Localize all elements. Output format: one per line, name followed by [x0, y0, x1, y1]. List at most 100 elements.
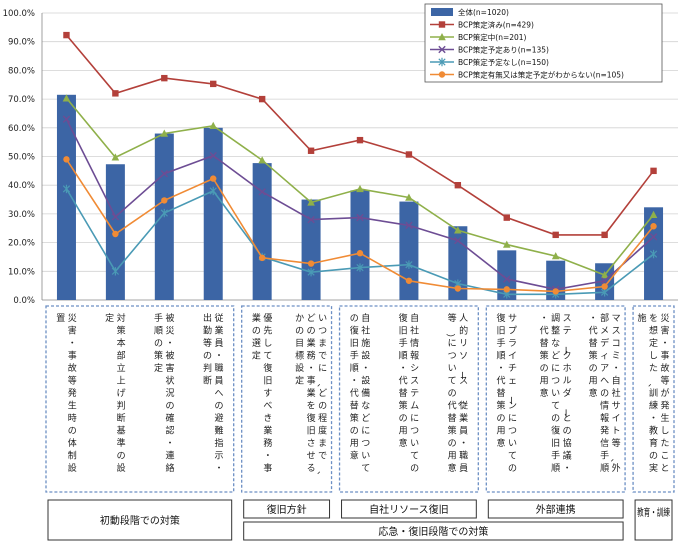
data-point [258, 254, 266, 262]
category-label: 従業員・職員への避難指示・出勤等の判断 [203, 312, 224, 474]
data-point [649, 210, 658, 218]
y-tick-label: 80.0% [8, 66, 35, 76]
data-point [210, 80, 217, 88]
data-point [405, 221, 413, 230]
group-label: 自社リソース復旧 [369, 503, 449, 516]
category-label: 災害・事故等発生時の体制設置 [56, 313, 77, 474]
data-point [601, 231, 608, 239]
data-point [649, 233, 658, 241]
data-point [209, 151, 217, 160]
data-point [649, 249, 658, 259]
y-tick-label: 0.0% [13, 296, 35, 306]
data-point [160, 208, 168, 218]
bar [399, 201, 419, 300]
legend-swatch [431, 8, 453, 16]
group-box [47, 499, 233, 541]
group-box [487, 499, 624, 519]
category-label: 自社情報システムについての復旧手順・代替策の用意 [399, 312, 420, 474]
y-tick-label: 70.0% [8, 95, 35, 105]
data-point [63, 31, 70, 39]
data-point [111, 153, 120, 161]
data-point [209, 186, 217, 196]
legend-label: 全体(n=1020) [458, 7, 509, 17]
category-group-box [241, 305, 333, 493]
data-point [438, 45, 446, 54]
data-point [258, 156, 266, 164]
category-label: いつまでに、どの程度まで、どの業務・事業を復旧させるかの目標設定 [295, 313, 327, 480]
data-point [454, 182, 462, 189]
data-point [454, 226, 462, 234]
y-tick-label: 40.0% [8, 181, 35, 191]
data-point [552, 288, 559, 295]
legend-label: BCP策定予定なし(n=150) [458, 57, 549, 67]
group-label: 教育・訓練 [637, 506, 670, 519]
data-point [454, 285, 462, 292]
y-tick-label: 90.0% [8, 38, 35, 48]
group-label: 外部連携 [536, 503, 576, 516]
data-point [438, 57, 446, 67]
bar [203, 127, 223, 300]
data-point [503, 275, 511, 283]
data-point [307, 198, 315, 206]
data-point [356, 136, 364, 144]
group-label: 初動段階での対策 [100, 514, 180, 527]
data-point [356, 263, 364, 272]
data-point [600, 271, 609, 279]
data-point [62, 94, 71, 102]
category-label: マスコミ・自社サイト等、外部メディアへの情報発信手順・代替策の用意 [589, 312, 621, 474]
data-point [438, 33, 446, 41]
data-point [62, 184, 71, 194]
data-point [307, 260, 315, 267]
group-label: 復旧方針 [267, 503, 307, 516]
data-point [503, 214, 510, 221]
data-point [356, 213, 364, 222]
bar [497, 250, 517, 300]
legend-label: BCP策定済み(n=429) [458, 20, 534, 30]
y-tick-label: 30.0% [8, 210, 35, 220]
category-label: 対策本部立上げ判断基準の設定 [105, 312, 126, 474]
category-label: ステークホルダーとの協議・調整などについての復旧手順・代替策の用意 [540, 312, 572, 474]
data-point [160, 129, 169, 137]
data-point [209, 121, 218, 129]
data-point [258, 95, 266, 103]
legend-box [424, 3, 663, 83]
group-box [243, 499, 331, 519]
category-group-box [485, 305, 626, 493]
data-point [161, 197, 168, 204]
y-tick-label: 60.0% [8, 124, 35, 134]
y-tick-label: 20.0% [8, 239, 35, 249]
data-point [307, 215, 315, 224]
data-point [601, 283, 608, 290]
group-box [634, 499, 673, 541]
bar [56, 94, 76, 300]
data-point [405, 151, 413, 158]
data-point [307, 147, 315, 154]
data-point [438, 21, 446, 28]
bar [350, 190, 370, 300]
data-point [356, 250, 364, 257]
group-box [341, 499, 477, 519]
data-point [161, 74, 168, 82]
category-group-box [338, 305, 479, 493]
y-tick-label: 50.0% [8, 153, 35, 163]
y-tick-label: 100.0% [3, 9, 35, 19]
data-point [112, 230, 119, 238]
data-point [454, 236, 462, 245]
data-point [502, 240, 511, 248]
supergroup-label: 応急・復旧段階での対策 [378, 525, 488, 538]
category-label: 災害・事故等が発生したことを想定した、訓練・教育の実施 [638, 312, 670, 474]
legend-label: BCP策定中(n=201) [458, 32, 527, 42]
data-point [650, 223, 657, 230]
bar [301, 199, 321, 300]
data-point [258, 188, 266, 196]
data-point [650, 167, 657, 175]
data-point [111, 267, 120, 276]
category-label: 自社施設・設備などについての復旧手順・代替策の用意 [350, 312, 371, 474]
category-group-box [632, 305, 675, 493]
category-label: サプライチェーンについての復旧手順・代替策の用意 [497, 312, 518, 474]
category-label: 優先して復旧すべき業務・事業の選定 [252, 312, 273, 474]
data-point [503, 286, 510, 293]
data-point [111, 213, 120, 221]
data-point [307, 267, 315, 277]
